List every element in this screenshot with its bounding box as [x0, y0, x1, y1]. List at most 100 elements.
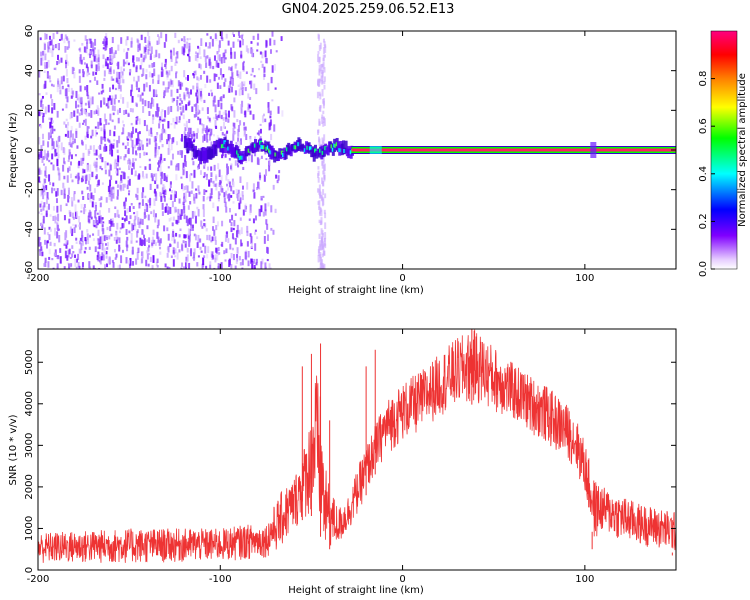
spectrogram-noise-cell	[144, 100, 147, 107]
spectrogram-noise-cell	[187, 240, 190, 247]
spectrogram-noise-cell	[224, 153, 227, 158]
spectrogram-noise-cell	[219, 184, 222, 193]
spectrogram-noise-cell	[188, 191, 191, 197]
spectrogram-noise-cell	[214, 240, 217, 245]
spectrogram-noise-cell	[202, 243, 205, 247]
spectrogram-noise-cell	[80, 96, 83, 103]
spectrogram-noise-cell	[85, 63, 88, 69]
spectrogram-noise-cell	[183, 92, 186, 99]
spectrogram-noise-cell	[206, 254, 209, 259]
spectrogram-noise-cell	[256, 187, 259, 191]
spectrogram-noise-cell	[147, 31, 150, 37]
spectrogram-noise-cell	[82, 195, 85, 200]
spectrogram-noise-cell	[172, 259, 175, 267]
spectrogram-noise-cell	[243, 111, 246, 115]
spectrogram-noise-cell	[155, 89, 158, 97]
spectrogram-noise-cell	[239, 176, 242, 183]
spectrogram-stripe-cell	[317, 78, 320, 86]
spectrogram-noise-cell	[135, 240, 138, 243]
spectrogram-noise-cell	[152, 78, 155, 84]
spectrogram-noise-cell	[197, 234, 200, 243]
spectrogram-noise-cell	[217, 163, 220, 170]
spectrogram-noise-cell	[234, 237, 237, 245]
spectrogram-noise-cell	[64, 46, 67, 53]
spectrogram-noise-cell	[122, 142, 125, 146]
spectrogram-noise-cell	[95, 217, 98, 223]
spectrogram-noise-cell	[83, 207, 86, 215]
spectrogram-noise-cell	[235, 63, 238, 66]
spectrogram-noise-cell	[175, 165, 178, 171]
spectrogram-noise-cell	[148, 36, 151, 43]
spectrogram-noise-cell	[217, 55, 220, 60]
spectrogram-noise-cell	[241, 34, 244, 40]
spectrogram-noise-cell	[232, 253, 235, 261]
spectrogram-noise-cell	[136, 187, 139, 194]
spectrogram-noise-cell	[177, 163, 180, 171]
spectrogram-noise-cell	[109, 55, 112, 61]
spectrogram-noise-cell	[57, 224, 60, 232]
spec-ytick-label: 40	[24, 64, 35, 77]
spectrogram-noise-cell	[162, 81, 165, 86]
spectrogram-noise-cell	[45, 185, 48, 191]
spectrogram-noise-cell	[247, 107, 250, 112]
spectrogram-stripe-cell	[318, 188, 321, 195]
spectrogram-noise-cell	[54, 67, 57, 71]
spectrogram-noise-cell	[236, 230, 239, 238]
spectrogram-noise-cell	[242, 86, 245, 90]
spectrogram-noise-cell	[268, 165, 271, 172]
spectrogram-noise-cell	[210, 172, 213, 178]
spectrogram-stripe-cell	[323, 76, 326, 82]
spectrogram-noise-cell	[240, 104, 243, 109]
spectrogram-noise-cell	[114, 94, 117, 99]
spectrogram-noise-cell	[104, 160, 107, 169]
spectrogram-noise-cell	[186, 41, 189, 49]
spectrogram-noise-cell	[212, 216, 215, 224]
spectrogram-noise-cell	[127, 180, 130, 185]
spectrogram-noise-cell	[42, 112, 45, 117]
spectrogram-noise-cell	[241, 81, 244, 88]
spectrogram-noise-cell	[192, 85, 195, 90]
spectrogram-noise-cell	[202, 209, 205, 218]
spectrogram-noise-cell	[136, 87, 139, 91]
spectrogram-noise-cell	[200, 94, 203, 99]
spectrogram-noise-cell	[136, 229, 139, 234]
spectrogram-noise-cell	[121, 132, 124, 135]
spectrogram-noise-cell	[123, 172, 126, 180]
spectrogram-noise-cell	[98, 92, 101, 95]
spectrogram-noise-cell	[203, 70, 206, 74]
spectrogram-noise-cell	[184, 262, 187, 269]
spectrogram-noise-cell	[233, 51, 236, 59]
spectrogram-noise-cell	[184, 199, 187, 203]
spectrogram-noise-cell	[146, 142, 149, 147]
spectrogram-noise-cell	[114, 87, 117, 91]
spectrogram-noise-cell	[175, 116, 178, 125]
spectrogram-noise-cell	[220, 114, 223, 120]
spectrogram-noise-cell	[120, 171, 123, 174]
spectrogram-noise-cell	[40, 124, 43, 129]
spectrogram-noise-cell	[210, 166, 213, 171]
spectrogram-noise-cell	[223, 82, 226, 87]
spectrogram-noise-cell	[56, 31, 59, 35]
spectrogram-noise-cell	[254, 229, 257, 232]
spectrogram-noise-cell	[151, 239, 154, 248]
spectrogram-noise-cell	[69, 152, 72, 157]
spectrogram-noise-cell	[38, 111, 41, 117]
spectrogram-noise-cell	[201, 128, 204, 134]
spectrogram-noise-cell	[115, 180, 118, 184]
spectrogram-noise-cell	[112, 223, 115, 227]
spectrogram-noise-cell	[114, 213, 117, 218]
spectrogram-noise-cell	[95, 157, 98, 161]
spectrogram-noise-cell	[164, 64, 167, 68]
colorbar-tick-label: 0.2	[698, 213, 709, 229]
spectrogram-noise-cell	[56, 158, 59, 167]
spectrogram-noise-cell	[86, 125, 89, 134]
spectrogram-noise-cell	[132, 126, 135, 135]
spectrogram-noise-cell	[144, 53, 147, 59]
spectrogram-stripe-cell	[321, 80, 324, 85]
spectrogram-noise-cell	[250, 236, 253, 244]
spectrogram-stripe-cell	[321, 177, 324, 185]
spectrogram-noise-cell	[158, 239, 161, 246]
spectrogram-noise-cell	[126, 136, 129, 140]
spectrogram-noise-cell	[196, 128, 199, 134]
spectrogram-noise-cell	[140, 34, 143, 41]
